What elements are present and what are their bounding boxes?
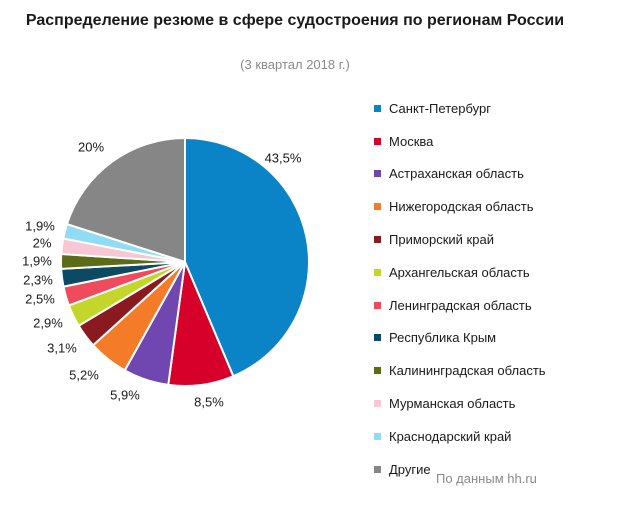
legend-item: Приморский край bbox=[374, 223, 546, 256]
legend-swatch bbox=[374, 432, 381, 440]
legend-swatch bbox=[374, 104, 381, 112]
legend-item: Другие bbox=[374, 453, 546, 486]
legend-item: Астраханская область bbox=[374, 158, 546, 191]
slice-data-label: 5,9% bbox=[110, 387, 140, 402]
pie-slices bbox=[60, 136, 310, 387]
legend-swatch bbox=[374, 367, 381, 375]
legend-swatch bbox=[374, 170, 381, 178]
slice-data-label: 2,5% bbox=[25, 291, 55, 306]
legend-label: Нижегородская область bbox=[389, 199, 534, 215]
slice-data-label: 2,3% bbox=[23, 272, 53, 287]
chart-title: Распределение резюме в сфере судостроени… bbox=[25, 12, 565, 29]
legend-label: Краснодарский край bbox=[389, 428, 512, 444]
source-note: По данным hh.ru bbox=[436, 471, 537, 486]
legend-label: Ленинградская область bbox=[389, 297, 532, 313]
legend-item: Москва bbox=[374, 125, 546, 158]
legend-label: Москва bbox=[389, 133, 434, 149]
legend-item: Мурманская область bbox=[374, 387, 546, 420]
slice-data-label: 5,2% bbox=[69, 367, 99, 382]
slice-data-label: 20% bbox=[78, 139, 104, 154]
legend-swatch bbox=[374, 301, 381, 309]
legend-label: Архангельская область bbox=[389, 264, 530, 280]
legend-item: Республика Крым bbox=[374, 322, 546, 355]
slice-data-label: 1,9% bbox=[22, 253, 52, 268]
slice-data-label: 43,5% bbox=[265, 150, 302, 165]
legend-item: Краснодарский край bbox=[374, 420, 546, 453]
legend-swatch bbox=[374, 203, 381, 211]
chart-legend: Санкт-Петербург Москва Астраханская област… bbox=[374, 92, 546, 486]
pie-slice bbox=[184, 136, 310, 378]
chart-subtitle: (3 квартал 2018 г.) bbox=[240, 57, 350, 72]
slice-data-label: 3,1% bbox=[47, 340, 77, 355]
legend-label: Санкт-Петербург bbox=[389, 100, 491, 116]
legend-label: Приморский край bbox=[389, 232, 494, 248]
slice-data-label: 1,9% bbox=[25, 218, 55, 233]
legend-item: Санкт-Петербург bbox=[374, 92, 546, 125]
legend-swatch bbox=[374, 268, 381, 276]
pie-slice bbox=[65, 136, 186, 264]
legend-label: Другие bbox=[389, 461, 431, 477]
legend-swatch bbox=[374, 465, 381, 473]
slice-data-label: 8,5% bbox=[194, 394, 224, 409]
legend-swatch bbox=[374, 400, 381, 408]
slice-data-label: 2% bbox=[33, 235, 52, 250]
legend-item: Архангельская область bbox=[374, 256, 546, 289]
legend-item: Нижегородская область bbox=[374, 190, 546, 223]
legend-item: Ленинградская область bbox=[374, 289, 546, 322]
slice-data-label: 2,9% bbox=[33, 315, 63, 330]
legend-swatch bbox=[374, 334, 381, 342]
legend-label: Астраханская область bbox=[389, 166, 524, 182]
legend-label: Мурманская область bbox=[389, 396, 516, 412]
legend-swatch bbox=[374, 236, 381, 244]
legend-label: Калининградская область bbox=[389, 363, 546, 379]
legend-label: Республика Крым bbox=[389, 330, 497, 346]
legend-item: Калининградская область bbox=[374, 354, 546, 387]
legend-swatch bbox=[374, 137, 381, 145]
